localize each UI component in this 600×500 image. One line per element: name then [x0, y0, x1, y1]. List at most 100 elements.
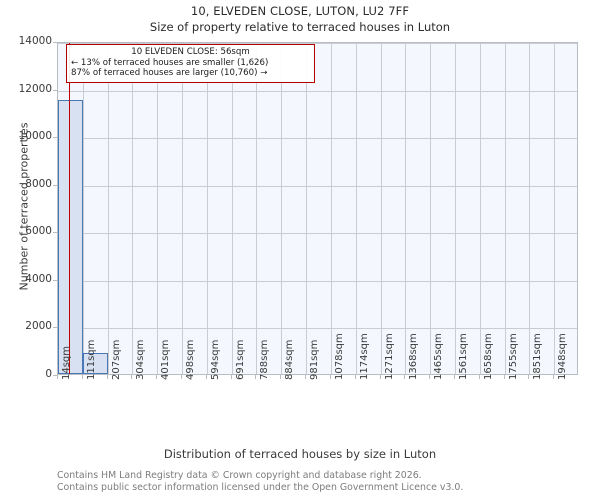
annotation-line-2: ← 13% of terraced houses are smaller (1,… — [71, 57, 269, 68]
x-axis-tick-label: 788sqm — [259, 339, 270, 380]
y-axis-tick-mark — [53, 42, 57, 43]
gridline-vertical — [381, 43, 382, 374]
x-axis-tick-label: 1561sqm — [458, 333, 469, 380]
gridline-horizontal — [58, 185, 577, 187]
gridline-vertical — [529, 43, 530, 374]
x-axis-tick-mark — [255, 375, 256, 379]
gridline-vertical — [331, 43, 332, 374]
x-axis-tick-label: 1658sqm — [483, 333, 494, 380]
x-axis-tick-label: 691sqm — [235, 339, 246, 380]
x-axis-tick-label: 594sqm — [210, 339, 221, 380]
x-axis-tick-label: 401sqm — [160, 339, 171, 380]
gridline-horizontal — [58, 233, 577, 235]
y-axis-tick-mark — [53, 137, 57, 139]
x-axis-tick-label: 207sqm — [111, 339, 122, 380]
gridline-horizontal — [58, 43, 577, 44]
histogram-bar — [58, 100, 83, 374]
y-axis-tick-label: 2000 — [25, 320, 52, 333]
gridline-vertical — [281, 43, 282, 374]
gridline-horizontal — [58, 280, 577, 282]
bar-series — [58, 43, 577, 374]
gridline-vertical — [455, 43, 456, 374]
y-axis-tick-mark — [53, 232, 57, 234]
x-axis-tick-mark — [231, 375, 232, 379]
footer-line-1: Contains HM Land Registry data © Crown c… — [57, 470, 422, 481]
x-axis-tick-label: 1078sqm — [334, 333, 345, 380]
x-axis-tick-label: 1755sqm — [508, 333, 519, 380]
gridline-horizontal — [58, 90, 577, 92]
gridline-vertical — [83, 43, 84, 374]
x-axis-tick-label: 14sqm — [61, 345, 72, 380]
gridline-vertical — [132, 43, 133, 374]
gridline-vertical — [256, 43, 257, 374]
plot-area — [57, 42, 578, 375]
x-axis-tick-label: 1465sqm — [433, 333, 444, 380]
gridline-vertical — [554, 43, 555, 374]
gridline-vertical — [182, 43, 183, 374]
x-axis-tick-label: 304sqm — [135, 339, 146, 380]
gridline-vertical — [430, 43, 431, 374]
x-axis-tick-label: 1174sqm — [359, 333, 370, 380]
y-axis-tick-label: 0 — [45, 368, 52, 380]
x-axis-tick-label: 981sqm — [309, 339, 320, 380]
y-axis-tick-label: 6000 — [25, 225, 52, 238]
chart-subtitle: Size of property relative to terraced ho… — [149, 20, 451, 34]
gridline-vertical — [306, 43, 307, 374]
y-axis-tick-label: 14000 — [18, 35, 52, 47]
gridline-vertical — [232, 43, 233, 374]
chart-title: 10, ELVEDEN CLOSE, LUTON, LU2 7FF — [190, 4, 410, 18]
gridline-vertical — [505, 43, 506, 374]
histogram-bar — [83, 353, 108, 374]
x-axis-tick-mark — [355, 375, 356, 379]
x-axis-tick-mark — [107, 375, 108, 379]
annotation-line-1: 10 ELVEDEN CLOSE: 56sqm — [131, 47, 250, 57]
y-axis-title: Number of terraced properties — [17, 122, 31, 291]
x-axis-tick-label: 1271sqm — [384, 333, 395, 380]
x-axis-tick-mark — [82, 375, 83, 379]
x-axis-tick-mark — [305, 375, 306, 379]
x-axis-tick-mark — [330, 375, 331, 379]
x-axis-tick-mark — [57, 375, 58, 379]
property-marker-line — [68, 43, 71, 374]
y-axis-tick-mark — [53, 375, 57, 376]
x-axis-title: Distribution of terraced houses by size … — [163, 447, 437, 461]
x-axis-tick-mark — [504, 375, 505, 379]
annotation-line-3: 87% of terraced houses are larger (10,76… — [71, 68, 268, 79]
y-axis-tick-mark — [53, 89, 57, 91]
y-axis-tick-label: 10000 — [18, 130, 52, 143]
x-axis-tick-mark — [181, 375, 182, 379]
x-axis-tick-label: 884sqm — [284, 339, 295, 380]
gridline-vertical — [108, 43, 109, 374]
x-axis-tick-mark — [404, 375, 405, 379]
y-axis-tick-label: 4000 — [25, 272, 52, 285]
x-axis-tick-label: 1368sqm — [408, 333, 419, 380]
gridline-vertical — [480, 43, 481, 374]
gridline-vertical — [157, 43, 158, 374]
gridline-horizontal — [58, 138, 577, 140]
gridline-vertical — [356, 43, 357, 374]
x-axis-tick-mark — [131, 375, 132, 379]
x-axis-tick-mark — [206, 375, 207, 379]
annotation-box: 10 ELVEDEN CLOSE: 56sqm ← 13% of terrace… — [66, 44, 315, 83]
x-axis-tick-mark — [429, 375, 430, 379]
x-axis-tick-mark — [156, 375, 157, 379]
x-axis-tick-label: 111sqm — [86, 339, 97, 380]
x-axis-tick-mark — [528, 375, 529, 379]
gridline-vertical — [207, 43, 208, 374]
y-axis-tick-mark — [53, 279, 57, 281]
footer-line-2: Contains public sector information licen… — [57, 481, 464, 493]
y-axis-tick-mark — [53, 327, 57, 329]
x-axis-tick-mark — [553, 375, 554, 379]
y-axis-tick-mark — [53, 184, 57, 186]
x-axis-tick-label: 1851sqm — [532, 333, 543, 380]
x-axis-tick-mark — [454, 375, 455, 379]
y-axis-tick-label: 12000 — [18, 82, 52, 95]
footer-attribution: Contains HM Land Registry data © Crown c… — [57, 470, 463, 493]
x-axis-tick-label: 498sqm — [185, 339, 196, 380]
x-axis-tick-mark — [280, 375, 281, 379]
y-axis-tick-label: 8000 — [25, 177, 52, 190]
x-axis-tick-mark — [479, 375, 480, 379]
x-axis-tick-mark — [380, 375, 381, 379]
